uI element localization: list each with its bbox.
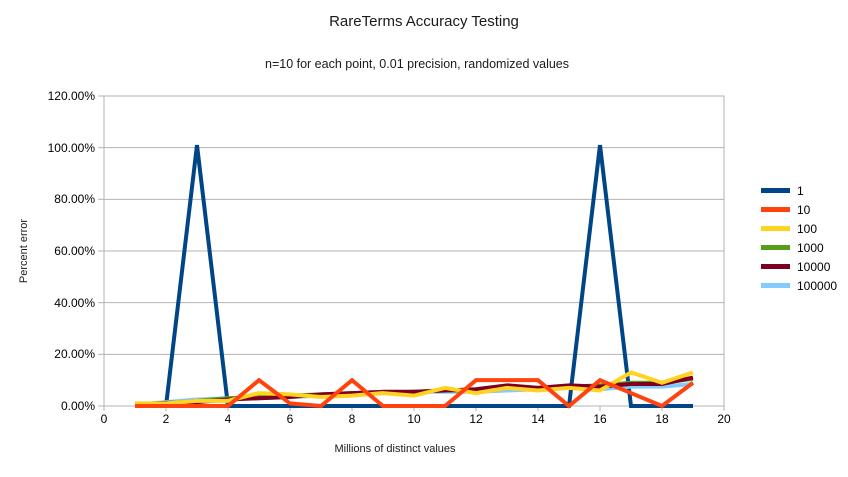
legend-item-1000: 1000 xyxy=(761,238,837,257)
legend-label: 100 xyxy=(797,221,818,236)
legend-swatch-1 xyxy=(761,188,790,193)
x-tick-label: 20 xyxy=(717,412,731,426)
legend-item-100000: 100000 xyxy=(761,276,837,295)
legend-label: 100000 xyxy=(797,278,838,293)
legend-swatch-100 xyxy=(761,226,790,231)
series-line-10 xyxy=(135,377,695,409)
legend-label: 1 xyxy=(797,183,804,198)
x-tick-label: 2 xyxy=(162,412,170,426)
x-tick-label: 10 xyxy=(407,412,421,426)
legend-swatch-100000 xyxy=(761,283,790,288)
legend-label: 1000 xyxy=(797,240,824,255)
legend-swatch-10000 xyxy=(761,264,790,269)
legend-item-10000: 10000 xyxy=(761,257,837,276)
y-tick-label: 80.00% xyxy=(54,192,95,207)
chart-subtitle: n=10 for each point, 0.01 precision, ran… xyxy=(264,57,570,71)
series-line-1 xyxy=(135,144,693,408)
x-tick-label: 8 xyxy=(348,412,356,426)
legend-item-1: 1 xyxy=(761,181,837,200)
x-tick-label: 18 xyxy=(655,412,669,426)
y-tick-label: 20.00% xyxy=(54,347,95,362)
legend-item-100: 100 xyxy=(761,219,837,238)
x-tick-label: 16 xyxy=(593,412,607,426)
y-tick-label: 60.00% xyxy=(54,244,95,258)
legend-swatch-10 xyxy=(761,207,790,212)
chart-title: RareTerms Accuracy Testing xyxy=(329,13,519,30)
series-line-100 xyxy=(135,370,694,406)
legend-label: 10 xyxy=(797,202,811,217)
x-tick-label: 12 xyxy=(469,412,483,426)
y-tick-label: 100.00% xyxy=(47,140,95,155)
y-tick-label: 40.00% xyxy=(54,295,95,310)
y-tick-label: 0.00% xyxy=(60,399,95,413)
legend-item-10: 10 xyxy=(761,200,837,219)
x-tick-label: 6 xyxy=(286,412,294,426)
x-axis-title: Millions of distinct values xyxy=(334,443,456,455)
y-tick-label: 120.00% xyxy=(47,89,95,103)
x-tick-label: 0 xyxy=(100,412,108,426)
legend: 1 10 100 1000 10000 100000 xyxy=(761,181,837,295)
x-tick-label: 4 xyxy=(224,412,232,426)
x-tick-label: 14 xyxy=(531,412,545,426)
legend-swatch-1000 xyxy=(761,245,790,250)
legend-label: 10000 xyxy=(797,259,831,274)
